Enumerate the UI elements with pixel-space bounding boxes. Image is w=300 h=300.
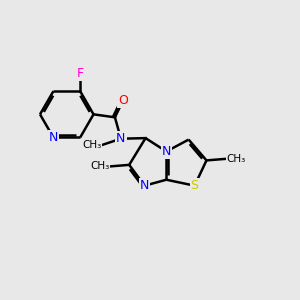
Text: N: N (49, 131, 58, 144)
Text: CH₃: CH₃ (90, 161, 109, 171)
Text: N: N (162, 145, 171, 158)
Text: CH₃: CH₃ (82, 140, 101, 150)
Text: S: S (190, 179, 199, 192)
Text: N: N (116, 132, 126, 145)
Text: F: F (76, 67, 84, 80)
Text: CH₃: CH₃ (226, 154, 246, 164)
Text: N: N (140, 179, 149, 192)
Text: O: O (118, 94, 128, 106)
